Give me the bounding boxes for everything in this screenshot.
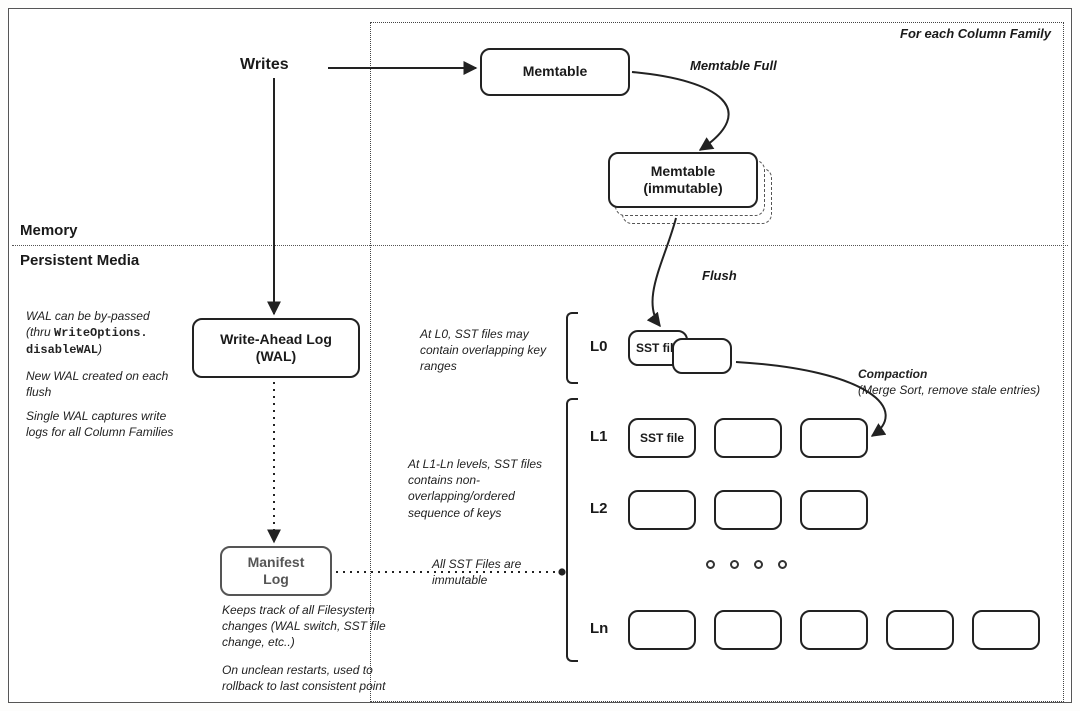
sst-ln-1 <box>628 610 696 650</box>
level-label-ln: Ln <box>590 620 608 637</box>
manifest-line2: Log <box>263 571 289 589</box>
level-note-l0: At L0, SST files may contain overlapping… <box>420 326 560 375</box>
level-label-l0: L0 <box>590 338 608 355</box>
dots-2 <box>730 560 739 569</box>
sst-l1-3 <box>800 418 868 458</box>
memory-label: Memory <box>20 222 78 239</box>
memtable-immutable-line1: Memtable <box>651 163 716 181</box>
manifest-line1: Manifest <box>248 554 305 572</box>
wal-line1: Write-Ahead Log <box>220 331 332 349</box>
sst-l0-2 <box>672 338 732 374</box>
divider-line <box>12 245 1068 246</box>
sst-l2-3 <box>800 490 868 530</box>
sst-l2-2 <box>714 490 782 530</box>
sst-ln-4 <box>886 610 954 650</box>
sst-l2-1 <box>628 490 696 530</box>
level-label-l1: L1 <box>590 428 608 445</box>
bracket-l0 <box>566 312 578 384</box>
flush-label: Flush <box>702 268 737 283</box>
wal-note-1c-suf: ) <box>98 342 102 356</box>
memtable-immutable-line2: (immutable) <box>643 180 722 198</box>
wal-note-2: New WAL created on each flush <box>26 368 176 400</box>
wal-note-1c-mono: disableWAL <box>26 343 98 357</box>
compaction-title: Compaction <box>858 367 927 381</box>
level-note-imm: All SST Files are immutable <box>432 556 562 588</box>
wal-note-1b-pre: (thru <box>26 325 54 339</box>
sst-ln-3 <box>800 610 868 650</box>
sst-ln-2 <box>714 610 782 650</box>
memtable-full-label: Memtable Full <box>690 58 777 73</box>
sst-l1-1: SST file <box>628 418 696 458</box>
manifest-node: Manifest Log <box>220 546 332 596</box>
level-label-l2: L2 <box>590 500 608 517</box>
dots-4 <box>778 560 787 569</box>
bracket-l1ln <box>566 398 578 662</box>
persistent-label: Persistent Media <box>20 252 139 269</box>
level-note-l1ln: At L1-Ln levels, SST files contains non-… <box>408 456 560 521</box>
writes-label: Writes <box>240 56 289 74</box>
wal-note-1b-mono: WriteOptions. <box>54 326 148 340</box>
manifest-note-2: On unclean restarts, used to rollback to… <box>222 662 402 694</box>
compaction-sub: (Merge Sort, remove stale entries) <box>858 383 1040 397</box>
sst-l1-2 <box>714 418 782 458</box>
wal-node: Write-Ahead Log (WAL) <box>192 318 360 378</box>
dots-1 <box>706 560 715 569</box>
wal-line2: (WAL) <box>256 348 296 366</box>
dots-3 <box>754 560 763 569</box>
wal-note-3: Single WAL captures write logs for all C… <box>26 408 186 440</box>
memtable-immutable-node: Memtable (immutable) <box>608 152 758 208</box>
compaction-label: Compaction (Merge Sort, remove stale ent… <box>858 366 1068 398</box>
sst-ln-5 <box>972 610 1040 650</box>
wal-note-1a: WAL can be by-passed <box>26 309 150 323</box>
memtable-node: Memtable <box>480 48 630 96</box>
manifest-note-1: Keeps track of all Filesystem changes (W… <box>222 602 392 651</box>
column-family-title: For each Column Family <box>900 26 1051 41</box>
diagram-canvas: For each Column Family Memory Persistent… <box>0 0 1080 711</box>
wal-note-1: WAL can be by-passed (thru WriteOptions.… <box>26 308 176 359</box>
